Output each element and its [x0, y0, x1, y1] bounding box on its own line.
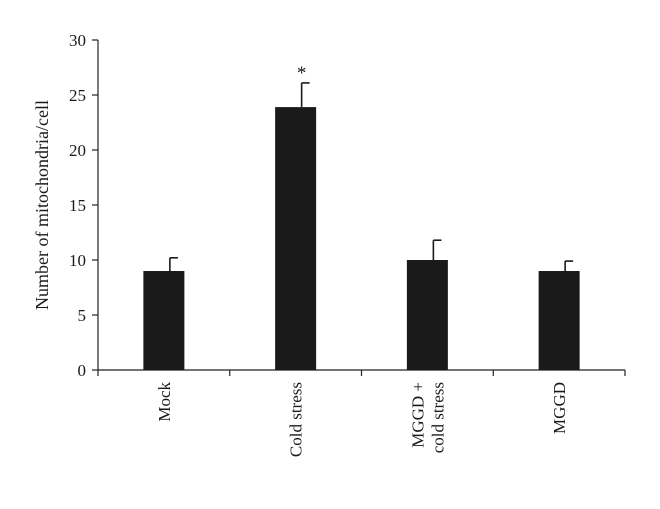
bar — [406, 260, 448, 370]
y-tick-label: 0 — [78, 361, 87, 380]
bars — [143, 107, 580, 370]
y-tick-label: 5 — [78, 306, 87, 325]
x-category-label: MGGD + — [408, 382, 427, 448]
x-category-labels: Mock Cold stress MGGD + cold stress MGGD — [155, 382, 569, 458]
y-ticks: 0 5 10 15 20 25 30 — [69, 31, 98, 380]
x-category-label: MGGD — [550, 382, 569, 434]
y-tick-label: 10 — [69, 251, 86, 270]
x-category-label: cold stress — [428, 382, 447, 453]
y-tick-label: 25 — [69, 86, 86, 105]
bar — [275, 107, 317, 370]
x-category-label: Mock — [155, 382, 174, 422]
y-axis-title: Number of mitochondria/cell — [32, 100, 52, 310]
y-tick-label: 20 — [69, 141, 86, 160]
annotations: * — [297, 63, 307, 84]
significance-marker: * — [297, 63, 307, 84]
y-tick-label: 30 — [69, 31, 86, 50]
bar — [538, 271, 580, 370]
x-category-label: Cold stress — [287, 382, 306, 457]
y-tick-label: 15 — [69, 196, 86, 215]
bar — [143, 271, 185, 370]
error-bars — [169, 82, 574, 271]
